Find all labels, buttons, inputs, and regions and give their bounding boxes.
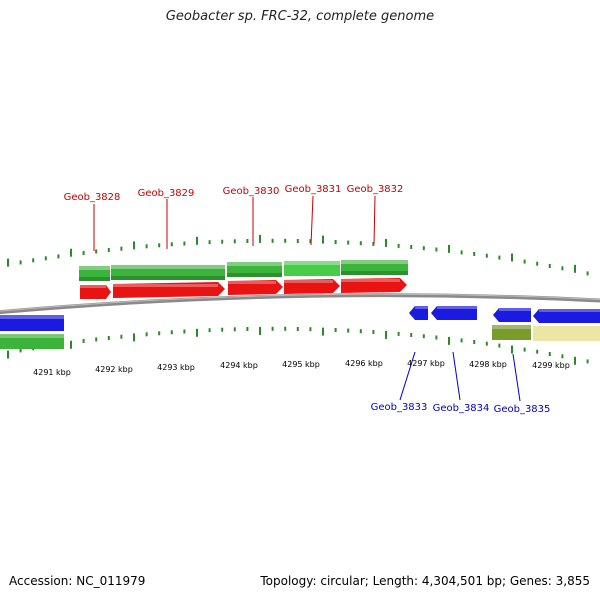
gene-feature[interactable] [533, 326, 600, 341]
cds-arrow[interactable] [113, 282, 225, 298]
kbp-tick-label: 4296 kbp [345, 359, 383, 368]
inner-tick-track [7, 326, 589, 365]
cds-arrow[interactable] [341, 278, 407, 293]
cds-arrow[interactable] [431, 306, 477, 320]
gene-label-forward[interactable]: Geob_3831 [285, 184, 342, 195]
forward-leaders [93, 195, 376, 251]
gene-feature[interactable] [0, 334, 64, 349]
cds-arrow[interactable] [493, 308, 531, 322]
kbp-tick-label: 4297 kbp [407, 359, 445, 368]
reverse-gene-track [0, 325, 600, 349]
gene-highlight [79, 260, 408, 270]
kbp-tick-label: 4294 kbp [220, 361, 258, 370]
forward-gene-track [79, 260, 408, 281]
kbp-tick-label: 4299 kbp [532, 361, 570, 370]
gene-feature[interactable] [79, 266, 110, 281]
gene-highlight [0, 325, 531, 338]
gene-label-reverse[interactable]: Geob_3834 [433, 403, 490, 414]
cds-arrow[interactable] [533, 309, 600, 323]
map-title: Geobacter sp. FRC-32, complete genome [165, 9, 435, 24]
cds-highlight [0, 306, 600, 319]
gene-feature[interactable] [227, 262, 282, 277]
outer-tick-track [7, 234, 589, 276]
gene-feature[interactable] [492, 325, 531, 340]
gene-label-reverse[interactable]: Geob_3833 [371, 402, 428, 413]
forward-cds-track [80, 278, 407, 299]
gene-label-forward[interactable]: Geob_3828 [64, 192, 121, 203]
accession-text: Accession: NC_011979 [9, 574, 146, 588]
reverse-cds-track [0, 306, 600, 331]
kbp-tick-label: 4291 kbp [33, 368, 71, 377]
kbp-tick-label: 4293 kbp [157, 363, 195, 372]
genome-backbone-highlight [0, 293, 600, 312]
gene-shadow [79, 271, 408, 281]
kbp-scale: 4291 kbp 4292 kbp 4293 kbp 4294 kbp 4295 kbp… [33, 359, 570, 377]
cds-arrow[interactable] [409, 306, 428, 320]
genome-backbone [0, 293, 600, 315]
gene-feature[interactable] [111, 265, 225, 280]
gene-label-forward[interactable]: Geob_3830 [223, 186, 280, 197]
reverse-leaders [399, 351, 521, 402]
genome-summary-text: Topology: circular; Length: 4,304,501 bp… [260, 574, 590, 588]
gene-label-forward[interactable]: Geob_3832 [347, 184, 404, 195]
cds-arrow[interactable] [0, 315, 64, 331]
cds-arrow[interactable] [228, 280, 283, 295]
cds-arrow[interactable] [80, 285, 111, 299]
kbp-tick-label: 4295 kbp [282, 360, 320, 369]
gene-feature[interactable] [284, 261, 340, 276]
gene-feature[interactable] [341, 260, 408, 275]
kbp-tick-label: 4292 kbp [95, 365, 133, 374]
gene-label-reverse[interactable]: Geob_3835 [494, 404, 551, 415]
gene-label-forward[interactable]: Geob_3829 [138, 188, 195, 199]
cds-arrow[interactable] [284, 279, 340, 294]
kbp-tick-label: 4298 kbp [469, 360, 507, 369]
cds-highlight [80, 279, 400, 288]
